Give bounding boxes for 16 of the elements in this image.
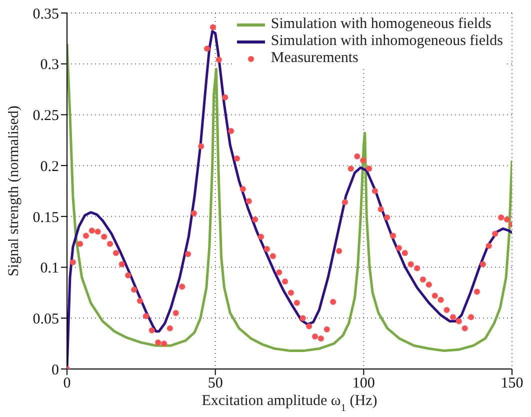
x-tick-label: 100 — [352, 376, 375, 392]
x-tick-label: 150 — [500, 376, 524, 392]
y-tick-label: 0.35 — [32, 6, 59, 22]
y-tick-label: 0 — [52, 362, 59, 378]
y-tick-label: 0.25 — [32, 108, 59, 124]
y-tick-label: 0.2 — [40, 158, 59, 175]
y-tick-label: 0.15 — [32, 210, 59, 226]
x-tick-label: 50 — [208, 376, 223, 392]
y-tick-label: 0.3 — [40, 57, 59, 74]
legend-label: Simulation with homogeneous fields — [270, 16, 492, 33]
legend-label: Simulation with inhomogeneous fields — [270, 33, 503, 50]
y-tick-label: 0.05 — [32, 311, 59, 328]
x-axis-title: Excitation amplitude ω$_{1}$ (Hz) — [202, 393, 378, 414]
legend-label: Measurements — [270, 50, 358, 67]
x-tick-label: 0 — [63, 376, 71, 392]
y-tick-label: 0.1 — [40, 260, 59, 277]
